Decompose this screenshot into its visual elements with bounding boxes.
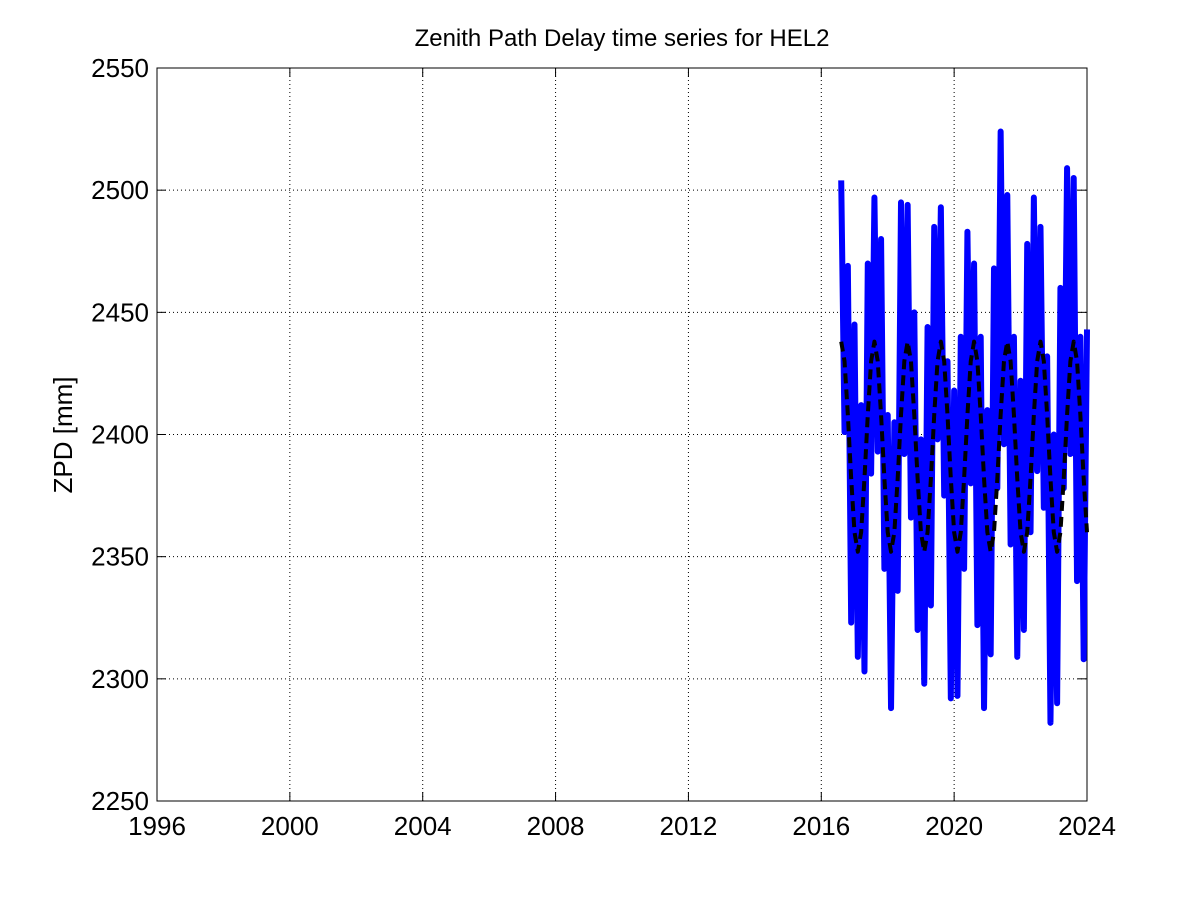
x-tick-label: 2020 [925,811,983,841]
y-tick-label: 2550 [91,53,149,83]
y-axis-label: ZPD [mm] [48,377,78,494]
y-tick-label: 2450 [91,297,149,327]
x-tick-label: 2024 [1058,811,1116,841]
y-tick-label: 2250 [91,786,149,816]
y-tick-label: 2350 [91,542,149,572]
x-tick-label: 2012 [660,811,718,841]
y-tick-label: 2400 [91,420,149,450]
x-tick-label: 2004 [394,811,452,841]
x-tick-label: 1996 [128,811,186,841]
data-line [839,339,1089,554]
y-tick-label: 2300 [91,664,149,694]
chart-title: Zenith Path Delay time series for HEL2 [415,25,830,52]
y-tick-label: 2500 [91,175,149,205]
x-tick-label: 2008 [527,811,585,841]
x-tick-label: 2016 [792,811,850,841]
x-tick-label: 2000 [261,811,319,841]
